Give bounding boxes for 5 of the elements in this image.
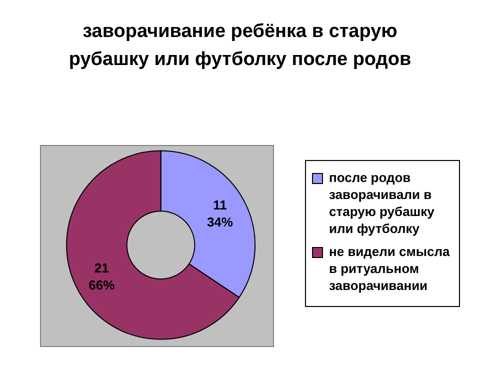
- legend-label: после родов заворачивали в старую рубашку или футболку: [329, 169, 436, 237]
- legend-label: не видели смысла в ритуальном заворачивании: [329, 243, 451, 294]
- chart-title: заворачивание ребёнка в старую рубашку или футболку после родов: [68, 20, 412, 72]
- data-label: 11 34%: [206, 197, 234, 230]
- data-label: 21 66%: [88, 260, 116, 293]
